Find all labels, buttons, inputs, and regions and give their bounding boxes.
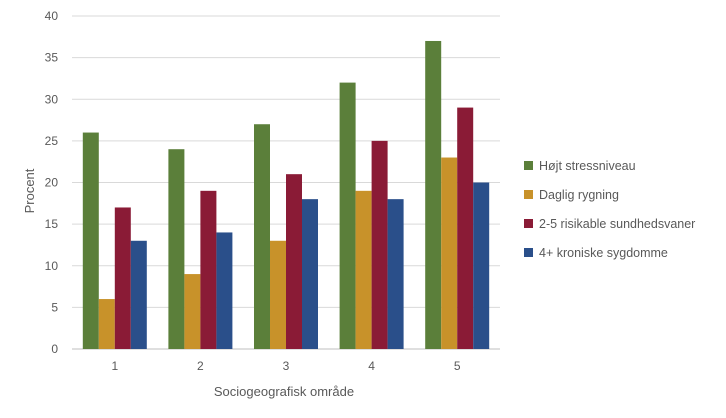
bar bbox=[355, 190, 372, 349]
y-tick-labels: 0 5 10 15 20 25 30 35 40 bbox=[45, 9, 59, 356]
bar bbox=[114, 207, 131, 349]
legend-label: 2-5 risikable sundhedsvaner bbox=[539, 217, 695, 231]
bar bbox=[82, 132, 99, 349]
bar bbox=[200, 190, 217, 349]
x-tick-label: 4 bbox=[368, 359, 375, 373]
y-tick-label: 25 bbox=[45, 134, 59, 148]
legend-swatch bbox=[524, 248, 533, 257]
bar bbox=[425, 40, 442, 349]
bar bbox=[441, 157, 458, 349]
bar bbox=[457, 107, 474, 349]
legend: Højt stressniveau Daglig rygning 2-5 risik… bbox=[524, 159, 695, 260]
legend-swatch bbox=[524, 190, 533, 199]
legend-swatch bbox=[524, 219, 533, 228]
y-axis-title: Procent bbox=[22, 168, 37, 213]
bar bbox=[216, 232, 233, 349]
legend-label: Daglig rygning bbox=[539, 188, 619, 202]
x-tick-label: 3 bbox=[283, 359, 290, 373]
bar bbox=[387, 199, 404, 349]
x-tick-label: 1 bbox=[111, 359, 118, 373]
y-tick-label: 10 bbox=[45, 259, 59, 273]
bar bbox=[270, 240, 286, 349]
bar bbox=[286, 174, 302, 349]
y-tick-label: 5 bbox=[51, 300, 58, 314]
bars bbox=[82, 40, 490, 349]
legend-swatch bbox=[524, 161, 533, 170]
y-tick-label: 0 bbox=[51, 342, 58, 356]
x-tick-labels: 1 2 3 4 5 bbox=[111, 359, 460, 373]
x-axis-title: Sociogeografisk område bbox=[214, 384, 354, 399]
bar bbox=[371, 140, 388, 349]
y-tick-label: 35 bbox=[45, 51, 59, 65]
y-tick-label: 15 bbox=[45, 217, 59, 231]
bar bbox=[168, 149, 185, 349]
bar bbox=[254, 124, 270, 349]
bar bbox=[473, 182, 490, 349]
y-tick-label: 30 bbox=[45, 92, 59, 106]
y-tick-label: 20 bbox=[45, 176, 59, 190]
legend-label: Højt stressniveau bbox=[539, 159, 636, 173]
bar bbox=[98, 299, 115, 349]
legend-label: 4+ kroniske sygdomme bbox=[539, 246, 668, 260]
x-tick-label: 2 bbox=[197, 359, 204, 373]
bar bbox=[339, 82, 356, 349]
bar bbox=[302, 199, 318, 349]
bar bbox=[184, 274, 201, 349]
y-tick-label: 40 bbox=[45, 9, 59, 23]
x-tick-label: 5 bbox=[454, 359, 461, 373]
bar bbox=[130, 240, 147, 349]
